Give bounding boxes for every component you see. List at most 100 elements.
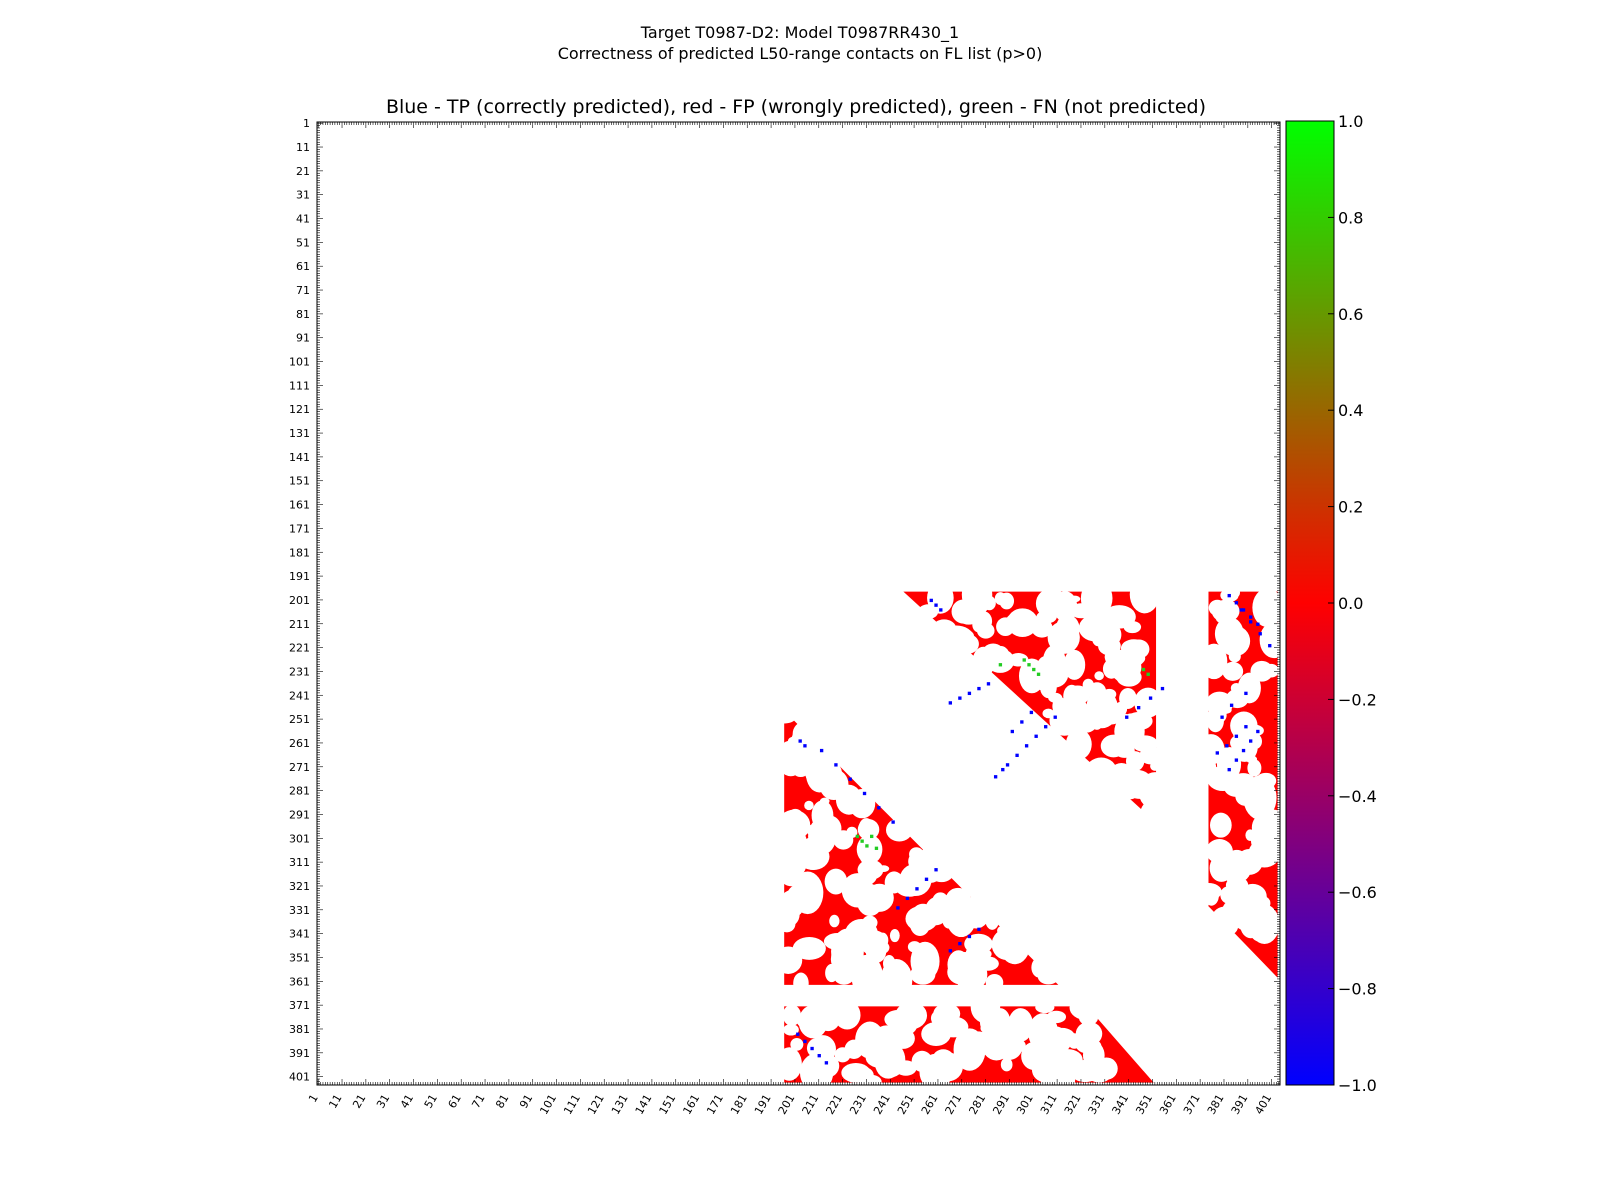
x-tick-label: 191 bbox=[752, 1092, 774, 1117]
tp-contact bbox=[1053, 715, 1057, 719]
region-gap bbox=[1036, 610, 1057, 624]
tp-contact bbox=[1227, 767, 1231, 772]
tp-contact bbox=[1249, 739, 1253, 743]
region-gap bbox=[804, 800, 814, 811]
region-gap bbox=[972, 646, 995, 678]
region-gap bbox=[1247, 759, 1262, 777]
region-gap bbox=[823, 932, 851, 950]
region-gap bbox=[790, 1037, 804, 1051]
tp-contact bbox=[1229, 703, 1234, 707]
region-gap bbox=[782, 1004, 801, 1026]
y-tick-label: 171 bbox=[289, 522, 310, 535]
tp-contact bbox=[1160, 686, 1165, 691]
region-gap bbox=[991, 928, 1023, 961]
x-tick-label: 171 bbox=[704, 1092, 726, 1117]
region-gap bbox=[859, 1074, 882, 1085]
y-tick-label: 101 bbox=[289, 356, 310, 369]
region-gap bbox=[883, 955, 896, 972]
chart-title-line1: Target T0987-D2: Model T0987RR430_1 bbox=[640, 23, 959, 43]
tp-contact bbox=[924, 877, 929, 881]
region-gap bbox=[793, 972, 809, 995]
tp-contact bbox=[1020, 720, 1024, 724]
fn-contact bbox=[865, 844, 869, 848]
region-gap bbox=[773, 708, 797, 724]
region-gap bbox=[782, 1068, 794, 1076]
region-gap bbox=[1209, 812, 1232, 838]
y-tick-label: 261 bbox=[289, 737, 310, 750]
region-gap bbox=[1000, 1057, 1013, 1072]
tp-contact bbox=[1015, 753, 1019, 758]
x-tick-label: 381 bbox=[1205, 1092, 1227, 1117]
tp-contact bbox=[948, 701, 953, 705]
tp-contact bbox=[877, 806, 881, 810]
x-tick-label: 41 bbox=[398, 1092, 416, 1111]
colorbar-gradient bbox=[1285, 120, 1335, 1086]
x-tick-label: 111 bbox=[561, 1092, 583, 1117]
x-tick-label: 371 bbox=[1181, 1092, 1203, 1117]
x-tick-label: 81 bbox=[493, 1092, 511, 1111]
region-gap bbox=[1230, 734, 1250, 751]
y-tick-label: 1 bbox=[303, 117, 310, 130]
region-gap bbox=[1255, 772, 1277, 789]
region-gap bbox=[932, 1049, 955, 1069]
fp-region-block-mid-left bbox=[784, 710, 1059, 985]
colorbar-tick-label: 0.6 bbox=[1338, 305, 1363, 324]
region-gap bbox=[1082, 1041, 1105, 1069]
region-gap bbox=[1204, 885, 1219, 906]
x-tick-label: 11 bbox=[326, 1092, 344, 1111]
fn-contact bbox=[860, 839, 864, 843]
region-gap bbox=[779, 889, 805, 918]
x-tick-label: 91 bbox=[517, 1092, 535, 1111]
region-gap bbox=[1063, 716, 1077, 727]
region-gap bbox=[933, 1003, 961, 1024]
region-gap bbox=[979, 1009, 1004, 1036]
region-gap bbox=[1216, 747, 1242, 781]
x-tick-label: 361 bbox=[1157, 1092, 1179, 1117]
region-gap bbox=[1219, 625, 1251, 657]
region-gap bbox=[1018, 658, 1045, 694]
x-tick-label: 211 bbox=[800, 1092, 822, 1117]
y-tick-label: 161 bbox=[289, 499, 310, 512]
region-gap bbox=[815, 815, 842, 842]
y-tick-label: 321 bbox=[289, 880, 310, 893]
x-tick-labels: 1 11 21 31 41 51 61 71 81 91 101 111 121 131 141 151 161… bbox=[306, 1092, 1274, 1117]
region-gap bbox=[1053, 591, 1078, 623]
x-tick-label: 121 bbox=[585, 1092, 607, 1117]
tp-contact bbox=[798, 739, 802, 743]
region-gap bbox=[1083, 1016, 1095, 1025]
colorbar-tick-label: 0.4 bbox=[1338, 401, 1363, 420]
colorbar-tick-label: 0.8 bbox=[1338, 208, 1363, 227]
region-gap bbox=[872, 937, 884, 947]
tp-contact bbox=[803, 1039, 807, 1044]
y-tick-label: 181 bbox=[289, 546, 310, 559]
tp-contact bbox=[1234, 758, 1239, 762]
region-gap bbox=[1200, 643, 1228, 680]
tp-contact bbox=[1244, 691, 1248, 696]
region-gap bbox=[1118, 713, 1144, 744]
region-gap bbox=[1134, 687, 1162, 718]
y-tick-label: 301 bbox=[289, 832, 310, 845]
y-tick-label: 71 bbox=[296, 284, 310, 297]
region-gap bbox=[809, 1035, 836, 1064]
region-gap bbox=[969, 597, 983, 614]
region-gap bbox=[799, 744, 814, 760]
fn-contact bbox=[870, 834, 874, 839]
region-gap bbox=[1252, 588, 1280, 628]
region-gap bbox=[774, 946, 803, 974]
region-gap bbox=[1249, 733, 1262, 750]
region-gap bbox=[1237, 672, 1261, 704]
y-tick-label: 21 bbox=[296, 165, 310, 178]
region-gap bbox=[1222, 661, 1244, 681]
tp-contact bbox=[915, 887, 919, 891]
fn-contact bbox=[874, 846, 879, 850]
region-gap bbox=[1094, 671, 1104, 681]
tp-contact bbox=[817, 1054, 821, 1058]
tp-contact bbox=[803, 744, 807, 748]
region-gap bbox=[1080, 579, 1113, 618]
plot-frame bbox=[316, 121, 1281, 1086]
tp-contact bbox=[986, 682, 991, 686]
x-tick-label: 21 bbox=[350, 1092, 368, 1111]
colorbar-tick-label: −0.6 bbox=[1338, 883, 1377, 902]
region-gap bbox=[1259, 622, 1280, 659]
